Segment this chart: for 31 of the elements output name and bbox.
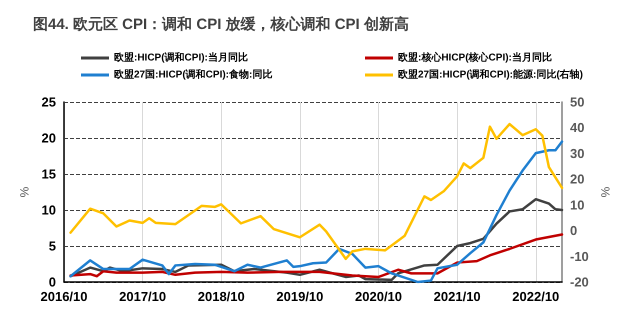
- legend-label: 欧盟:HICP(调和CPI):当月同比: [114, 52, 248, 64]
- y2-tick-label: 50: [570, 94, 584, 110]
- y-tick-label: 20: [42, 130, 56, 146]
- y2-tick-label: -20: [570, 274, 589, 290]
- y-tick-label: 25: [42, 94, 56, 110]
- x-tick-label: 2017/10: [119, 289, 166, 304]
- y2-axis-title: %: [598, 186, 613, 198]
- y2-tick-label: 10: [570, 197, 584, 212]
- line-series: [69, 140, 564, 284]
- x-tick-label: 2021/10: [434, 289, 481, 304]
- y2-tick-label: 30: [570, 146, 584, 161]
- x-tick-label: 2018/10: [198, 289, 245, 304]
- y2-tick-label: 40: [570, 120, 584, 136]
- y-tick-label: 10: [42, 202, 56, 218]
- legend-label: 欧盟:核心HICP(核心CPI):当月同比: [398, 52, 552, 64]
- y2-tick-label: -10: [570, 248, 589, 264]
- chart-title: 图44. 欧元区 CPI：调和 CPI 放缓，核心调和 CPI 创新高: [33, 15, 409, 33]
- legend-label: 欧盟27国:HICP(调和CPI):食物:同比: [114, 68, 272, 80]
- line-series: [69, 233, 564, 278]
- y-tick-label: 0: [48, 274, 56, 290]
- y-axis-title: %: [18, 186, 32, 198]
- y2-tick-label: 0: [570, 223, 578, 238]
- x-tick-label: 2019/10: [276, 289, 324, 304]
- y2-tick-label: 20: [570, 172, 584, 187]
- x-tick-label: 2020/10: [355, 289, 402, 304]
- x-tick-label: 2022/10: [512, 289, 560, 304]
- x-tick-label: 2016/10: [40, 289, 88, 304]
- y-tick-label: 15: [42, 166, 56, 182]
- legend-label: 欧盟27国:HICP(调和CPI):能源:同比(右轴): [398, 68, 583, 80]
- line-series: [69, 122, 564, 260]
- y-tick-label: 5: [48, 238, 56, 254]
